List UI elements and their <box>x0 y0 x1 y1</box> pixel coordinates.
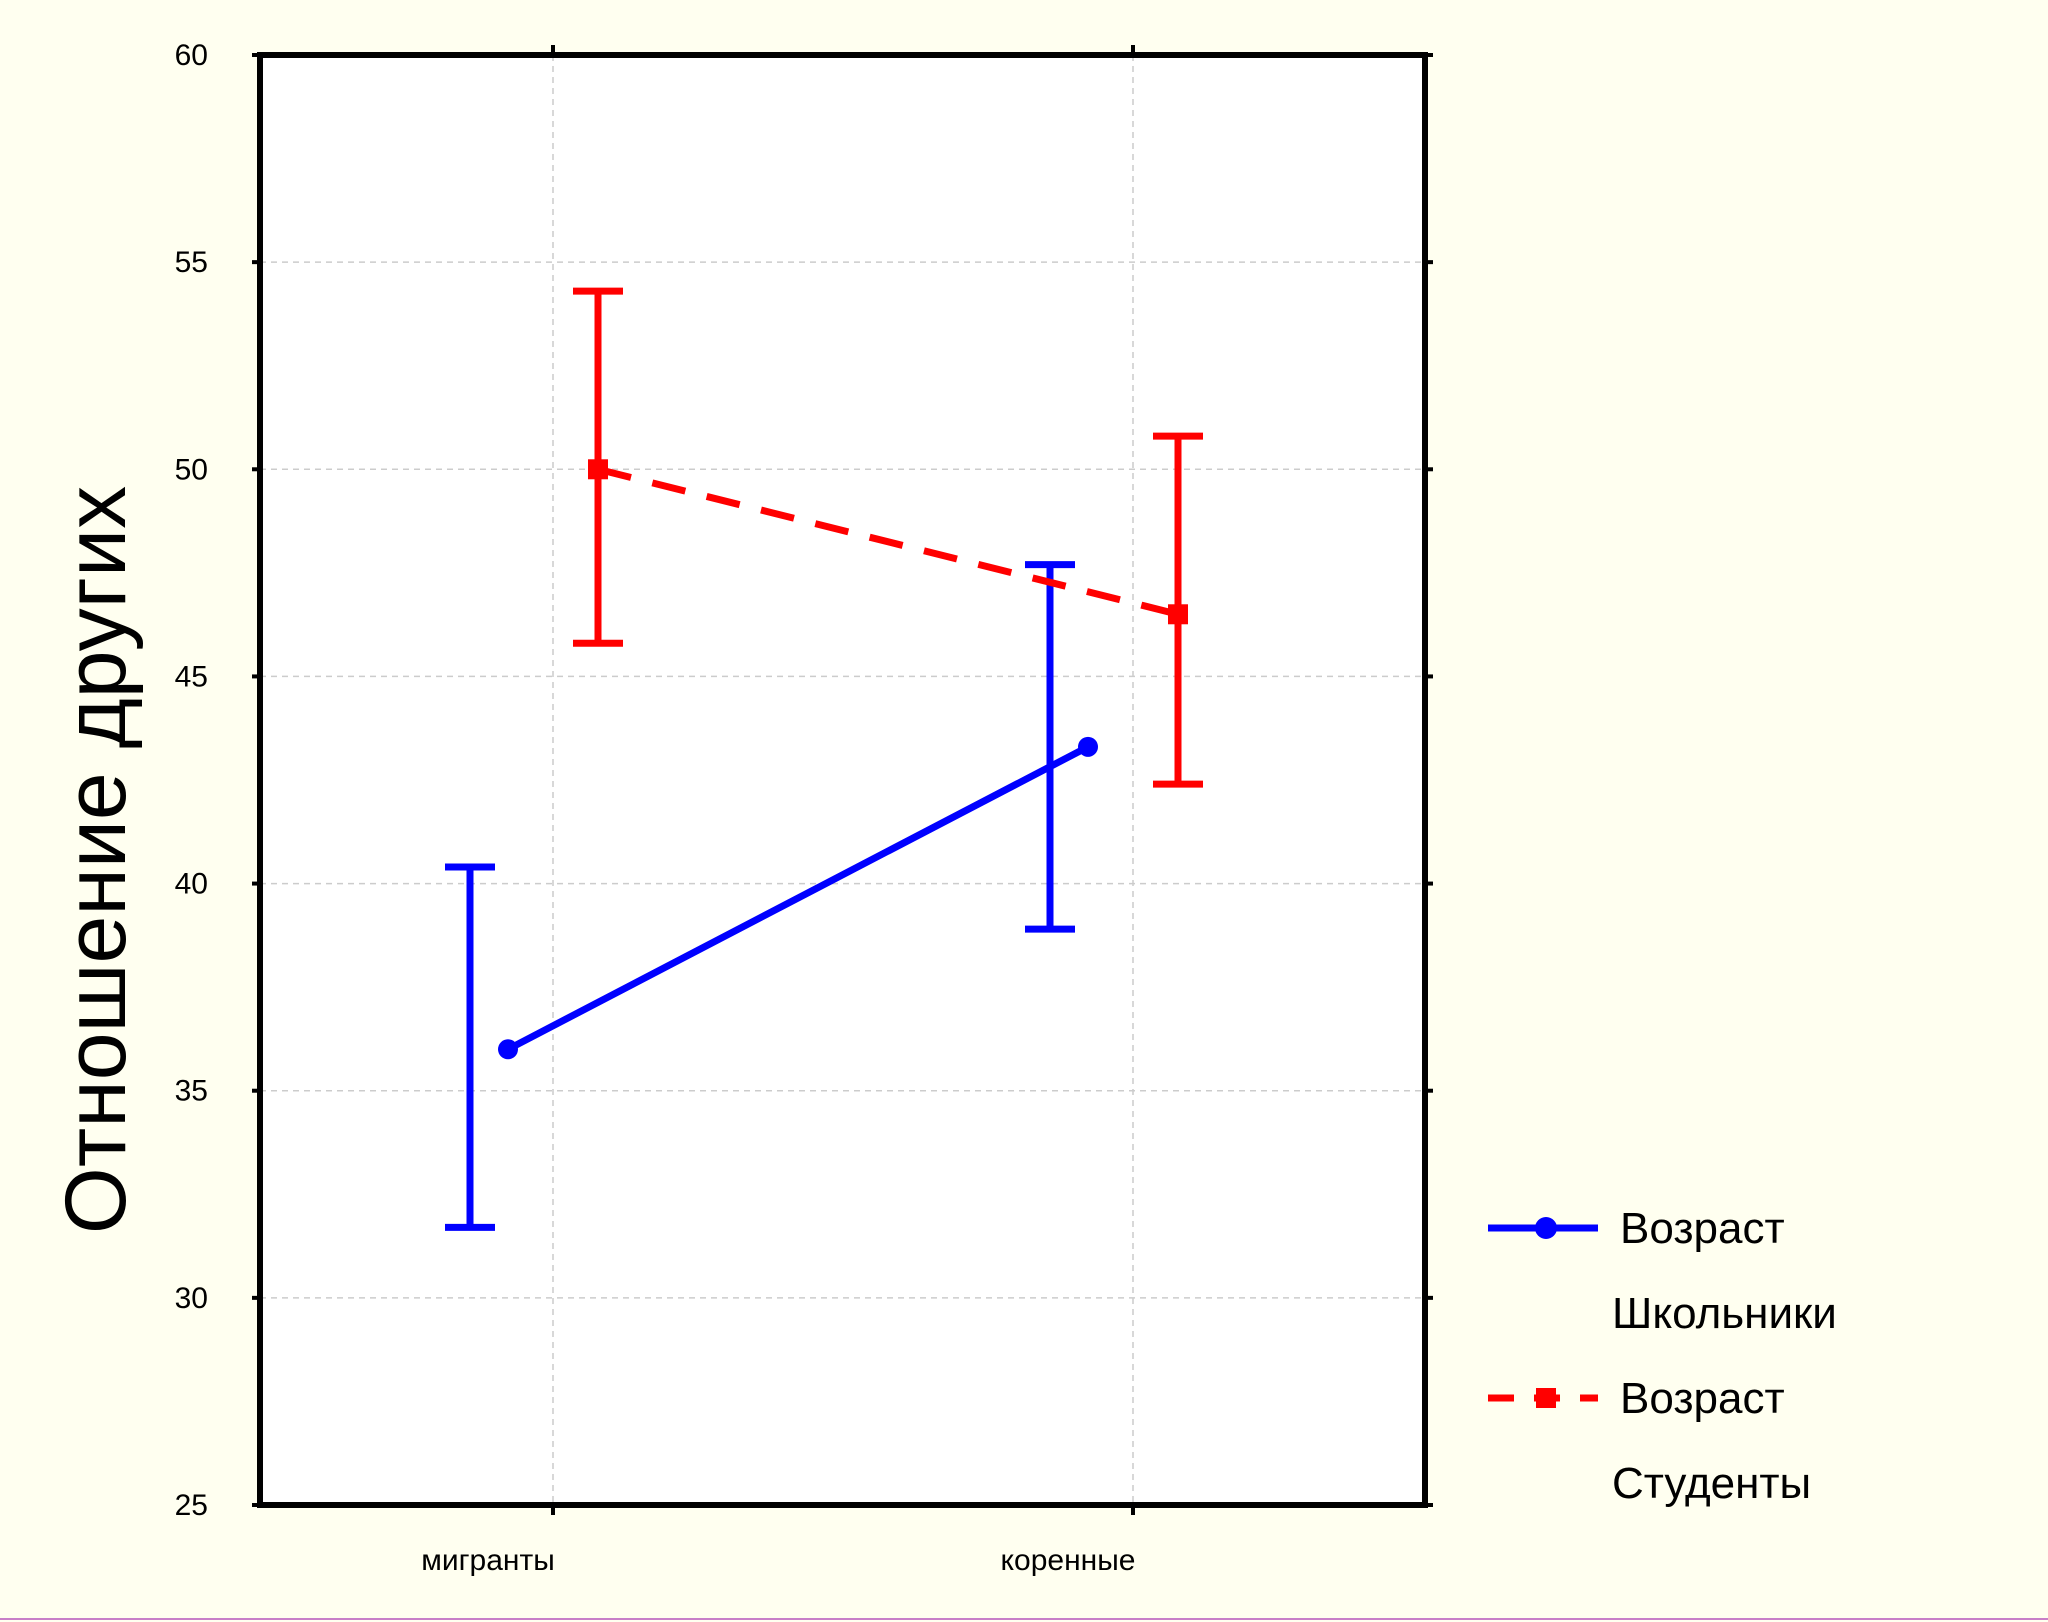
error-bar <box>1025 561 1075 933</box>
x-tick-label: мигранты <box>421 1544 555 1577</box>
data-point <box>588 459 608 480</box>
legend-item: Возраст Студенты <box>1488 1374 1811 1508</box>
legend-marker <box>1536 1388 1556 1408</box>
data-point <box>498 1039 518 1060</box>
y-tick-label: 35 <box>175 1075 208 1108</box>
data-point <box>1078 736 1098 757</box>
legend-item: Возраст Школьники <box>1488 1204 1837 1338</box>
legend-group-label: Студенты <box>1612 1459 1811 1508</box>
y-tick-label: 50 <box>175 453 208 486</box>
y-tick-label: 55 <box>175 246 208 279</box>
y-tick-label: 40 <box>175 868 208 901</box>
legend-label: Возраст <box>1620 1374 1785 1423</box>
legend-label: Возраст <box>1620 1204 1785 1253</box>
plot-frame <box>257 52 1428 1508</box>
y-axis-label: Отношение других <box>48 486 144 1234</box>
data-point <box>1168 604 1188 625</box>
series-line <box>506 743 1090 1053</box>
plot-area <box>260 55 1425 1505</box>
x-tick-label: коренные <box>1001 1544 1136 1577</box>
y-tick-label: 30 <box>175 1282 208 1315</box>
legend-marker <box>1535 1217 1557 1239</box>
error-bar <box>445 863 495 1231</box>
y-tick-label: 60 <box>175 39 208 72</box>
legend-group-label: Школьники <box>1612 1289 1837 1338</box>
y-tick-label: 45 <box>175 660 208 693</box>
y-tick-label: 25 <box>175 1489 208 1522</box>
series-line <box>597 465 1179 618</box>
